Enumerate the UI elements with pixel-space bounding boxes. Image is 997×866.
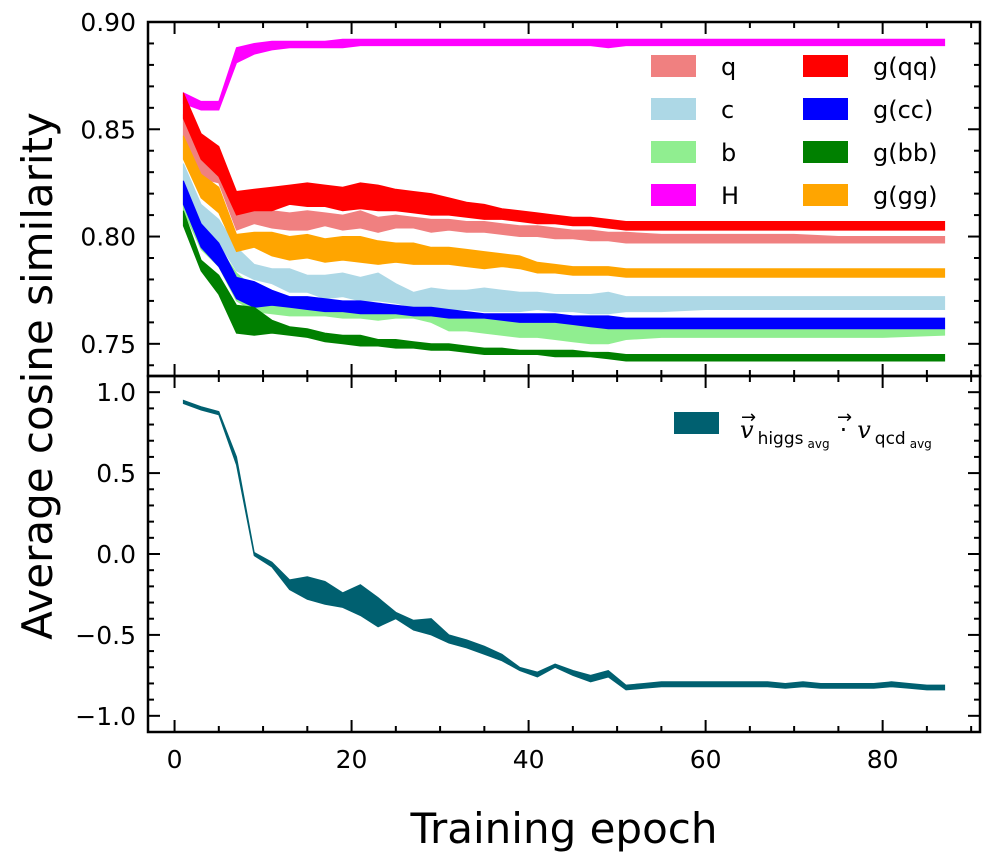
bottom-legend: v higgs avg · v qcd avg → → xyxy=(674,407,932,452)
x-tick-label: 80 xyxy=(867,745,899,774)
legend-label-q: q xyxy=(721,53,736,81)
legend-arrow-qcd: → xyxy=(837,407,852,428)
legend-swatch-g-bb- xyxy=(803,141,848,163)
band-g-qq- xyxy=(182,92,946,231)
x-axis-title: Training epoch xyxy=(410,804,718,853)
band-g-cc- xyxy=(182,180,946,330)
y-tick-label: −1.0 xyxy=(75,702,136,731)
top-series-layer xyxy=(182,38,946,362)
y-tick-label: −0.5 xyxy=(75,621,136,650)
bottom-panel: −1.0 −0.5 0.0 0.5 1.0 0 20 40 60 80 v higgs avg … xyxy=(75,374,982,774)
band-g-gg- xyxy=(182,135,946,278)
bottom-xtick-labels: 0 20 40 60 80 xyxy=(167,745,899,774)
legend-swatch-dot-product xyxy=(674,412,719,434)
y-tick-label: 0.85 xyxy=(80,115,136,144)
x-tick-label: 60 xyxy=(690,745,722,774)
legend-arrow-higgs: → xyxy=(741,407,756,428)
legend-label-b: b xyxy=(721,139,736,167)
bottom-series-layer xyxy=(182,399,946,691)
bottom-ticks xyxy=(148,375,980,733)
band-g-bb- xyxy=(182,210,946,362)
legend-swatch-b xyxy=(651,141,696,163)
x-tick-label: 40 xyxy=(513,745,545,774)
legend-swatch-g-qq- xyxy=(803,55,848,77)
legend-label-h: H xyxy=(721,182,739,210)
y-tick-label: 0.75 xyxy=(80,330,136,359)
y-tick-label: 0.5 xyxy=(96,459,136,488)
legend-label-c: c xyxy=(721,96,734,124)
bottom-ytick-labels: −1.0 −0.5 0.0 0.5 1.0 xyxy=(75,378,136,731)
legend-label-g-qq-: g(qq) xyxy=(873,53,937,81)
band-h xyxy=(182,38,946,111)
x-tick-label: 0 xyxy=(167,745,183,774)
top-ytick-labels: 0.75 0.80 0.85 0.90 xyxy=(80,8,136,359)
y-tick-label: 0.0 xyxy=(96,540,136,569)
legend-swatch-g-cc- xyxy=(803,98,848,120)
bottom-axes-frame xyxy=(146,374,982,734)
y-tick-label: 0.90 xyxy=(80,8,136,37)
y-tick-label: 1.0 xyxy=(96,378,136,407)
band-v-higgs-avg-v-qcd-avg xyxy=(182,399,946,691)
legend-label-dot-product: v higgs avg · v qcd avg xyxy=(740,416,932,452)
legend-label-g-gg-: g(gg) xyxy=(873,182,937,210)
legend-swatch-c xyxy=(651,98,696,120)
y-axis-title: Average cosine similarity xyxy=(13,112,62,640)
band-q xyxy=(182,114,946,244)
y-tick-label: 0.80 xyxy=(80,223,136,252)
x-tick-label: 20 xyxy=(336,745,368,774)
legend-label-g-cc-: g(cc) xyxy=(873,96,933,124)
legend-swatch-h xyxy=(651,184,696,206)
legend-swatch-q xyxy=(651,55,696,77)
legend-label-g-bb-: g(bb) xyxy=(873,139,937,167)
legend-swatch-g-gg- xyxy=(803,184,848,206)
